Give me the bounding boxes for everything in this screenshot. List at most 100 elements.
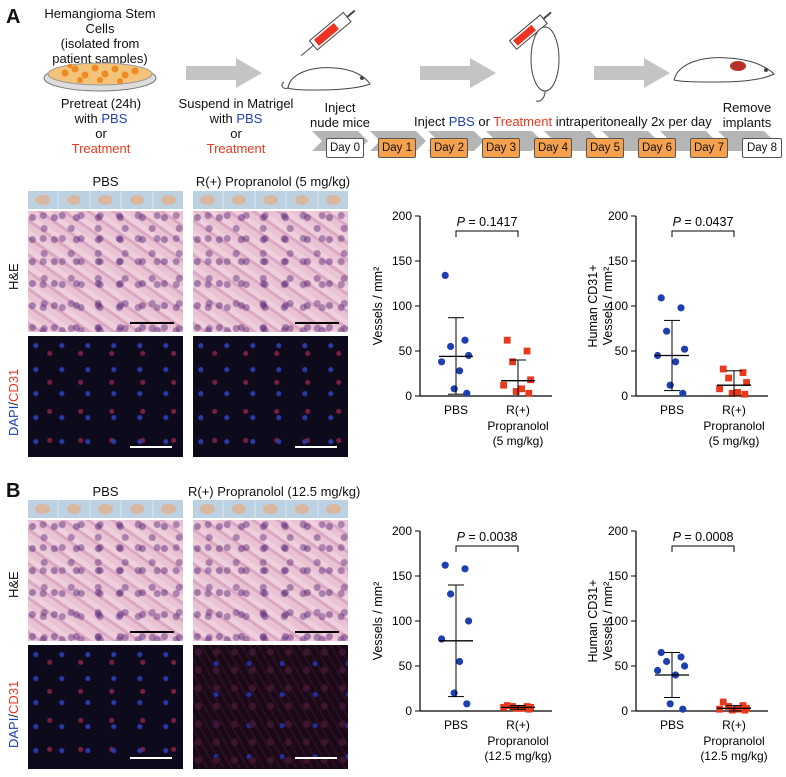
b-pbs-dapi-cd31-image: [28, 645, 183, 769]
data-point: [447, 342, 455, 351]
mouse-implant-icon: [673, 57, 775, 83]
data-point: [447, 590, 455, 598]
data-point: [741, 390, 749, 398]
data-point: [527, 376, 534, 384]
x-tick-sublabel: (5 mg/kg): [709, 434, 760, 448]
x-tick-label: R(+): [722, 718, 746, 732]
data-point: [523, 347, 531, 355]
data-point: [456, 367, 464, 375]
pretreat-label: Pretreat (24h) with PBS or Treatment: [60, 96, 142, 156]
x-tick-sublabel: Propranolol: [487, 419, 548, 433]
y-tick-label: 0: [621, 704, 628, 718]
day-0-box: Day 0: [326, 138, 364, 158]
chart-b-vessels: 0 50 100 150 200 Vessels / mm² PBS R(+) Proprano…: [371, 524, 552, 763]
data-point: [438, 635, 446, 643]
data-point: [677, 304, 685, 312]
data-point: [734, 389, 741, 396]
a-treat-implant-thumbs: [193, 191, 349, 209]
petri-dish-icon: [43, 62, 157, 92]
data-point: [509, 358, 516, 366]
scale-bar: [130, 322, 174, 324]
b-pbs-implant-thumbs: [28, 500, 184, 518]
y-axis-label: Human CD31+: [586, 264, 600, 347]
p-value-label: P = 0.0038: [457, 530, 518, 544]
data-point: [716, 705, 723, 713]
x-tick-label: R(+): [506, 718, 530, 732]
data-point: [716, 385, 723, 393]
data-point: [463, 700, 471, 708]
significance-bracket: [455, 545, 519, 552]
scale-bar: [295, 322, 339, 324]
data-point: [663, 657, 671, 666]
data-point: [739, 369, 747, 376]
data-point: [463, 389, 471, 397]
y-tick-label: 100: [392, 299, 412, 313]
data-point: [509, 703, 516, 710]
y-tick-label: 200: [392, 524, 412, 538]
y-tick-label: 150: [608, 569, 628, 583]
b-pbs-he-image: [28, 520, 183, 641]
x-tick-sublabel: Propranolol: [703, 419, 764, 433]
data-point: [741, 706, 749, 714]
y-tick-label: 50: [399, 344, 413, 358]
data-point: [525, 389, 533, 397]
x-tick-label: PBS: [444, 718, 468, 732]
suspend-label: Suspend in Matrigel with PBS or Treatmen…: [178, 96, 294, 156]
scale-bar: [130, 757, 172, 759]
scale-bar: [130, 631, 174, 633]
data-point: [657, 294, 665, 302]
inject-ip-label: Inject PBS or Treatment intraperitoneall…: [414, 114, 712, 129]
data-point: [441, 561, 449, 569]
a-treat-he-image: [193, 211, 348, 332]
remove-label: Remove implants: [722, 100, 772, 130]
data-point: [518, 704, 525, 712]
data-point: [657, 648, 665, 657]
chart-a-vessels: 0 50 100 150 200 Vessels / mm² PBS R(+) Proprano…: [371, 209, 552, 448]
data-point: [681, 345, 689, 353]
y-tick-label: 200: [608, 524, 628, 538]
y-tick-label: 0: [405, 704, 412, 718]
data-point: [503, 336, 511, 344]
data-point: [679, 705, 687, 713]
b-row-dapi-cd31: DAPI/CD31: [6, 680, 21, 748]
b-col-pbs: PBS: [92, 484, 119, 499]
data-point: [677, 653, 685, 661]
x-tick-label: PBS: [444, 403, 468, 417]
inject-mice-label: Inject nude mice: [310, 100, 370, 130]
data-point: [725, 374, 732, 382]
b-treat-implant-thumbs: [193, 500, 349, 518]
data-point: [525, 705, 533, 713]
panel-letter-b: B: [6, 480, 21, 502]
y-axis-label: Vessels / mm²: [371, 582, 385, 661]
data-point: [461, 565, 469, 573]
significance-bracket: [455, 230, 519, 237]
a-pbs-implant-thumbs: [28, 191, 184, 209]
data-point: [500, 381, 507, 389]
data-point: [465, 351, 473, 360]
day-8-box: Day 8: [742, 138, 782, 158]
x-tick-sublabel: (5 mg/kg): [493, 434, 544, 448]
data-point: [450, 689, 458, 697]
y-axis-label: Vessels / mm²: [601, 582, 615, 661]
data-point: [518, 385, 525, 393]
data-point: [728, 389, 736, 397]
y-tick-label: 150: [608, 254, 628, 268]
b-row-he: H&E: [6, 571, 21, 598]
a-treat-dapi-cd31-image: [193, 336, 348, 457]
data-point: [719, 698, 727, 706]
a-col-pbs: PBS: [92, 174, 119, 189]
y-tick-label: 0: [405, 389, 412, 403]
significance-bracket: [671, 230, 735, 237]
data-point: [679, 389, 687, 397]
y-tick-label: 150: [392, 254, 412, 268]
x-tick-label: PBS: [660, 403, 684, 417]
y-axis-label: Vessels / mm²: [371, 267, 385, 346]
data-point: [438, 358, 446, 366]
b-col-treatment: R(+) Propranolol (12.5 mg/kg): [188, 484, 361, 499]
y-axis-label: Human CD31+: [586, 579, 600, 662]
y-tick-label: 150: [392, 569, 412, 583]
x-tick-label: R(+): [506, 403, 530, 417]
data-point: [672, 358, 680, 366]
x-tick-label: R(+): [722, 403, 746, 417]
data-point: [512, 704, 520, 712]
